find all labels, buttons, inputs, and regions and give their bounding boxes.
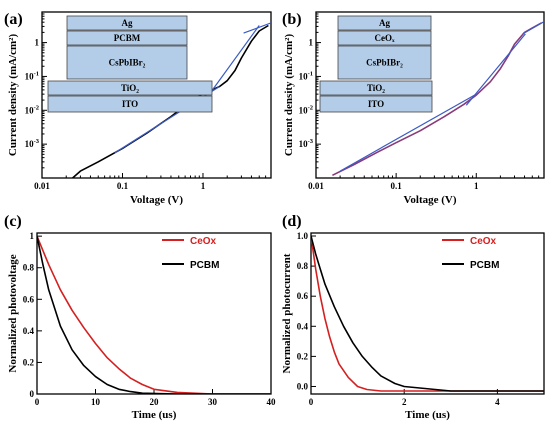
device-layer (319, 80, 433, 96)
device-layer (337, 15, 432, 31)
device-layer-label: TiO₂ (121, 83, 139, 93)
device-layer (337, 45, 432, 80)
y-tick-label: 0.6 (297, 291, 309, 301)
series-line-pcbm (37, 236, 271, 394)
device-layer (66, 15, 188, 31)
series-line-purple (332, 22, 542, 177)
y-tick-label: 10-1 (299, 70, 313, 81)
y-tick-label: 0 (30, 389, 35, 399)
x-tick-label: 20 (150, 397, 160, 407)
legend-label: CeOx (470, 236, 497, 247)
fit-line (522, 21, 544, 35)
device-layer (47, 95, 213, 113)
x-tick-label: 0 (309, 397, 314, 407)
x-tick-label: 0.01 (308, 181, 324, 191)
device-stack-inset: Ag CeOₓ CsPbIBr₂ TiO₂ ITO (319, 15, 433, 113)
y-axis-label: Current density (mA/cm²) (283, 34, 295, 157)
x-tick-label: 10 (91, 397, 101, 407)
y-tick-label: 10-2 (25, 104, 39, 115)
x-tick-label: 1 (474, 181, 479, 191)
y-tick-label: 0.2 (297, 351, 309, 361)
legend-label: PCBM (470, 260, 499, 271)
y-tick-label: 0.4 (23, 326, 35, 336)
device-layer-label: TiO₂ (367, 83, 385, 93)
axes-frame (315, 11, 545, 179)
x-tick-label: 0.1 (391, 181, 403, 191)
device-layer-label: ITO (122, 99, 138, 109)
y-tick-label: 10-2 (299, 104, 313, 115)
x-axis-label: Voltage (V) (403, 194, 456, 206)
fit-line (339, 93, 477, 172)
axes-frame (36, 232, 272, 395)
device-layer (66, 30, 188, 46)
y-axis-label: Normalized photocurrent (281, 253, 293, 373)
fit-line (465, 33, 526, 106)
device-layer-label: CeOₓ (374, 33, 394, 43)
y-tick-label: 10-3 (299, 138, 314, 149)
panel-c: (c) 0 10 20 30 40 0 0.2 0.4 0.6 0.8 1 Time (us) Norma… (4, 213, 276, 421)
y-tick-label: 0.6 (23, 294, 35, 304)
device-layer-label: ITO (368, 99, 384, 109)
y-tick-label: 0.8 (297, 261, 309, 271)
x-tick-label: 40 (267, 397, 277, 407)
x-tick-label: 0 (35, 397, 40, 407)
series-line-ceox (311, 235, 544, 392)
device-layer-label: Ag (122, 18, 133, 28)
device-stack-inset: Ag PCBM CsPbIBr₂ TiO₂ ITO (47, 15, 213, 113)
axes-frame (41, 11, 272, 179)
fit-line (243, 22, 271, 34)
fit-line (208, 25, 260, 95)
panel-label: (d) (282, 213, 302, 230)
y-tick-label: 0.4 (297, 321, 309, 331)
x-tick-label: 0.1 (117, 181, 129, 191)
device-layer (47, 80, 213, 96)
y-tick-label: 10-3 (25, 138, 40, 149)
axes-frame (310, 232, 545, 395)
x-axis-label: Voltage (V) (130, 194, 183, 206)
y-tick-label: 0.8 (23, 263, 35, 273)
x-tick-label: 0.01 (34, 181, 50, 191)
y-axis-label: Current density (mA/cm²) (7, 34, 19, 157)
panel-d: (d) 0 2 4 0.0 0.2 0.4 0.6 0.8 1.0 Time (us) Normali… (281, 213, 545, 421)
x-tick-label: 2 (402, 397, 407, 407)
legend-label: CeOx (190, 236, 217, 247)
x-axis-label: Time (us) (132, 409, 177, 421)
y-tick-label: 1 (30, 231, 35, 241)
y-tick-label: 10-1 (25, 70, 39, 81)
x-axis-label: Time (us) (405, 409, 450, 421)
y-tick-label: 1 (35, 38, 40, 48)
y-axis-label: Normalized photovoltage (7, 254, 19, 372)
series-line-ceox (37, 235, 271, 394)
device-layer-label: Ag (379, 18, 390, 28)
panel-a: (a) 0.01 0.1 1 10-3 10-2 10-1 1 Voltage (V) Curre… (4, 11, 272, 206)
device-layer (337, 30, 432, 46)
x-tick-label: 4 (495, 397, 500, 407)
device-layer (66, 45, 188, 80)
panel-label: (a) (4, 11, 23, 28)
y-tick-label: 0.0 (297, 381, 309, 391)
legend-label: PCBM (190, 260, 219, 271)
device-layer-label: PCBM (114, 33, 141, 43)
y-tick-label: 1 (309, 38, 314, 48)
panel-label: (c) (4, 213, 22, 230)
panel-b: (b) 0.01 0.1 1 10-3 10-2 10-1 1 Voltage (V) Curre… (282, 11, 545, 206)
series-line-pcbm (311, 235, 544, 392)
device-layer-label: CsPbIBr₂ (366, 58, 403, 68)
x-tick-label: 1 (201, 181, 206, 191)
x-tick-label: 30 (208, 397, 218, 407)
y-tick-label: 1.0 (297, 231, 309, 241)
y-tick-label: 0.2 (23, 357, 35, 367)
device-layer (319, 95, 433, 113)
panel-label: (b) (282, 11, 302, 28)
device-layer-label: CsPbIBr₂ (109, 58, 146, 68)
